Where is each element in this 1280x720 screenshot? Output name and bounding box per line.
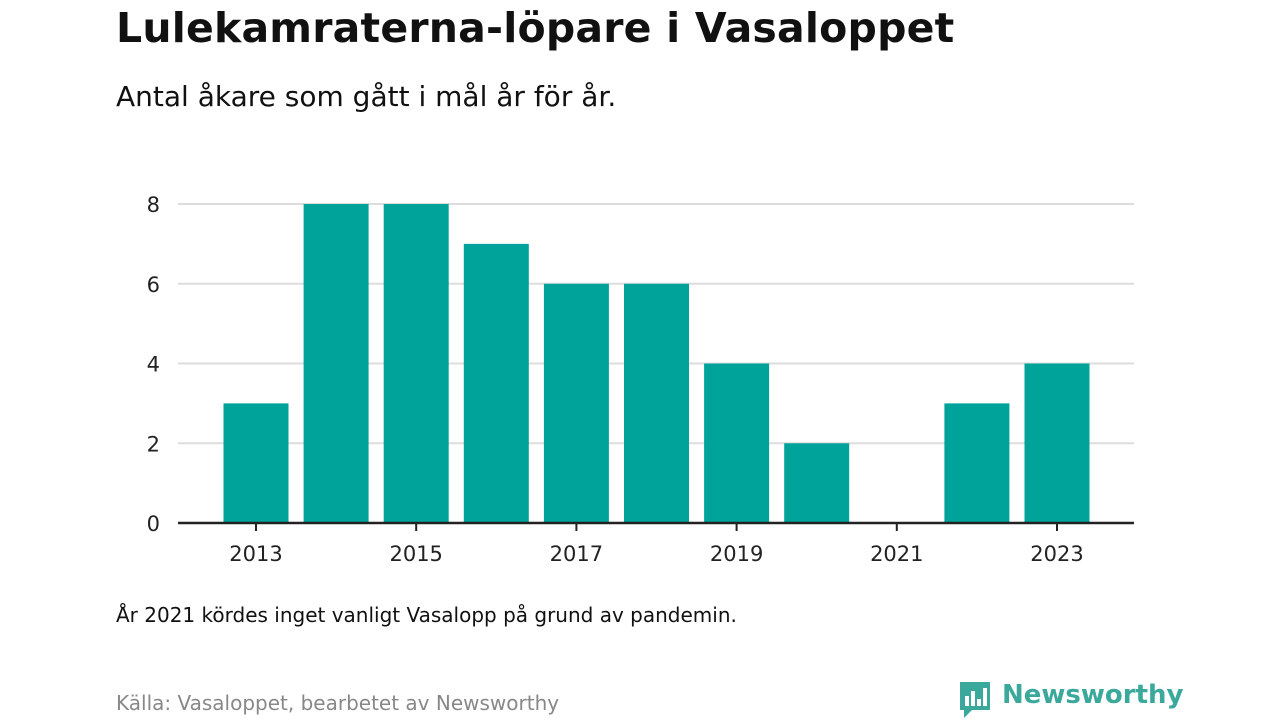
x-tick-label-2017: 2017: [550, 542, 603, 566]
bar-2019: [704, 363, 770, 523]
chart-note: År 2021 kördes inget vanligt Vasalopp på…: [116, 603, 737, 627]
chart-source: Källa: Vasaloppet, bearbetet av Newswort…: [116, 691, 560, 715]
x-tick-label-2019: 2019: [710, 542, 763, 566]
bar-2022: [944, 403, 1010, 523]
chart-subtitle: Antal åkare som gått i mål år för år.: [116, 80, 617, 113]
y-tick-label-2: 2: [147, 432, 160, 456]
bar-2013: [223, 403, 289, 523]
y-tick-label-0: 0: [147, 512, 160, 536]
x-tick-label-2023: 2023: [1030, 542, 1083, 566]
chart-title: Lulekamraterna-löpare i Vasaloppet: [116, 4, 955, 52]
bar-2014: [303, 204, 369, 523]
bar-2015: [383, 204, 449, 523]
y-tick-label-6: 6: [147, 273, 160, 297]
x-tick-label-2021: 2021: [870, 542, 923, 566]
newsworthy-logo-text: Newsworthy: [1002, 680, 1184, 710]
newsworthy-logo[interactable]: Newsworthy: [958, 680, 1183, 720]
bar-2023: [1024, 363, 1090, 523]
bar-2017: [543, 283, 609, 523]
x-tick-label-2015: 2015: [389, 542, 442, 566]
y-tick-label-4: 4: [147, 353, 160, 377]
y-tick-label-8: 8: [147, 193, 160, 217]
bar-chart: 0 2 4 6 8 2013 2015 2017 2019 2021 2023: [147, 193, 1134, 566]
newsworthy-logo-icon: [960, 682, 990, 718]
bar-2020: [784, 443, 850, 523]
bar-2018: [624, 283, 689, 523]
bar-2016: [463, 243, 529, 523]
x-tick-label-2013: 2013: [229, 542, 282, 566]
